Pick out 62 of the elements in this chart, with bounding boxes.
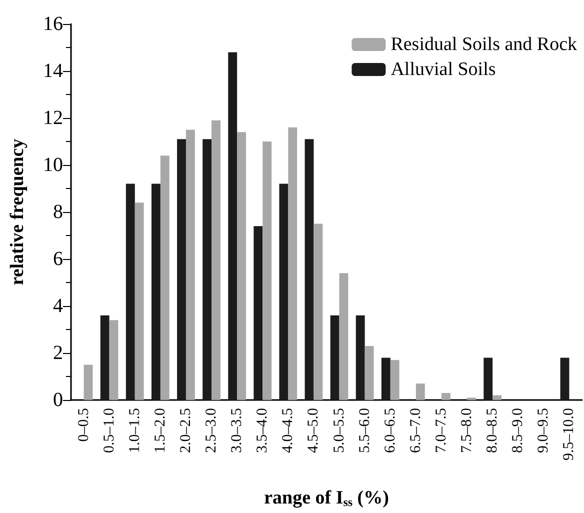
x-tick-label: 1.5–2.0: [152, 408, 168, 453]
x-tick-label: 2.0–2.5: [178, 408, 194, 453]
x-tick-label: 3.5–4.0: [254, 408, 271, 453]
bar: [100, 315, 110, 400]
x-tick-label: 7.5–8.0: [459, 408, 476, 453]
x-tick-label: 4.0–4.5: [280, 408, 296, 453]
bar: [390, 360, 400, 400]
bar: [560, 358, 570, 400]
y-tick-label: 16: [43, 13, 63, 35]
x-tick-label: 9.5–10.0: [561, 408, 578, 460]
x-tick-label: 8.0–8.5: [484, 408, 501, 453]
bar: [84, 364, 93, 400]
bar: [492, 395, 502, 400]
x-tick-label: 5.0–5.5: [331, 408, 348, 453]
y-tick-label: 0: [53, 389, 63, 411]
y-tick-label: 4: [53, 295, 63, 317]
x-tick-label: 9.0–9.5: [536, 408, 552, 453]
y-tick-label: 12: [43, 107, 63, 129]
bar: [339, 273, 348, 400]
bar: [304, 139, 314, 400]
bar: [279, 184, 288, 400]
bar: [381, 358, 390, 400]
legend-label: Residual Soils and Rock: [390, 34, 578, 55]
x-tick-label: 6.0–6.5: [382, 408, 398, 453]
bar: [441, 392, 450, 400]
bar: [416, 384, 425, 400]
y-tick-label: 8: [53, 201, 63, 223]
bar: [177, 139, 186, 400]
bar: [134, 202, 144, 400]
bar: [288, 127, 298, 400]
bar: [212, 120, 220, 400]
bar: [330, 315, 340, 400]
x-tick-label: 7.0–7.5: [433, 408, 450, 453]
y-tick-label: 10: [43, 154, 63, 176]
bar: [202, 139, 212, 400]
x-tick-label: 0–0.5: [76, 408, 92, 442]
bar: [356, 315, 365, 400]
bar: [254, 226, 263, 400]
x-tick-label: 2.5–3.0: [204, 408, 220, 453]
x-tick-label: 6.5–7.0: [408, 408, 424, 453]
legend-label: Alluvial Soils: [390, 59, 496, 80]
y-tick-label: 2: [53, 342, 63, 364]
bar: [484, 358, 493, 400]
bar: [228, 52, 238, 400]
x-tick-label: 0.5–1.0: [101, 408, 118, 453]
x-tick-label: 4.5–5.0: [306, 408, 322, 453]
x-tick-label: 8.5–9.0: [510, 408, 526, 453]
bar: [186, 130, 195, 400]
x-tick-label: 5.5–6.0: [356, 408, 373, 453]
bar: [126, 184, 135, 400]
x-tick-label: 1.0–1.5: [126, 408, 143, 453]
bar: [151, 184, 160, 400]
bar: [109, 320, 118, 400]
y-axis-title: relative frequency: [7, 138, 28, 286]
bar: [314, 224, 323, 400]
bar: [237, 132, 246, 400]
bar: [160, 156, 170, 400]
x-tick-label: 3.0–3.5: [229, 408, 246, 453]
bar: [364, 346, 374, 400]
y-tick-label: 14: [43, 60, 63, 82]
bar: [262, 142, 272, 400]
y-tick-label: 6: [53, 248, 63, 270]
